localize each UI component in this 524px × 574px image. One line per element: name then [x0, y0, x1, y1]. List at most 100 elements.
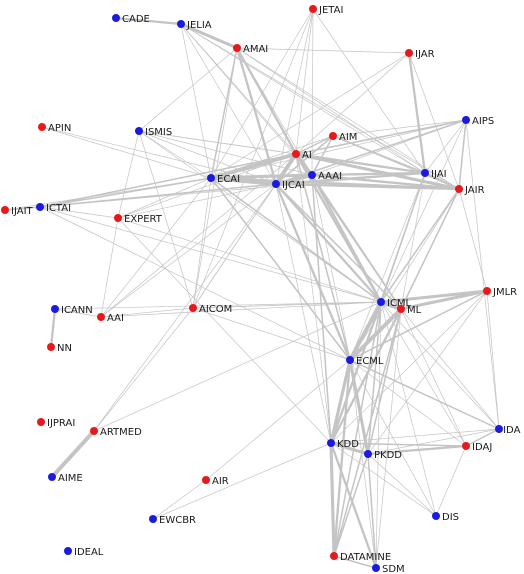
edge-idaj-ida [465, 428, 500, 447]
edge-artmed-icml [93, 301, 382, 432]
edge-jair-ml [400, 188, 460, 310]
node-dis[interactable] [432, 512, 440, 520]
edge-ijar-ecai [210, 52, 410, 179]
node-label-aicom: AICOM [199, 304, 232, 315]
edge-pkdd-ida [367, 428, 500, 455]
node-jelia[interactable] [177, 20, 185, 28]
node-label-datamine: DATAMINE [340, 552, 391, 563]
edge-jmlr-pkdd [367, 290, 488, 455]
node-label-aaai: AAAI [318, 171, 342, 182]
edge-ijait-ictai [4, 206, 41, 211]
edge-kdd-pkdd [329, 441, 370, 456]
edge-ml-idaj [400, 308, 467, 447]
edge-kdd-ida [330, 428, 500, 444]
edge-amai-ijai [236, 47, 426, 174]
edge-ismis-expert [117, 130, 140, 219]
edge-ml-ecml [348, 307, 403, 362]
node-layer [1, 5, 503, 572]
node-aips[interactable] [462, 116, 470, 124]
node-ml[interactable] [397, 305, 405, 313]
edge-jelia-ijcai [180, 23, 277, 185]
label-layer: CADE JELIA JETAI AMAI IJAR APIN ISMIS AIM AIPS AI… [11, 5, 521, 574]
node-aim[interactable] [329, 132, 337, 140]
node-label-ml: ML [407, 305, 422, 316]
node-ictai[interactable] [36, 203, 44, 211]
node-pkdd[interactable] [364, 450, 372, 458]
edge-icml-datamine [333, 301, 382, 557]
edge-kdd-dis [330, 442, 437, 517]
edge-amai-ijar [236, 47, 410, 54]
edge-ai-expert [117, 153, 297, 219]
node-aime[interactable] [48, 473, 56, 481]
node-ai[interactable] [292, 150, 300, 158]
node-idaj[interactable] [462, 442, 470, 450]
edge-jair-ecml [349, 188, 460, 361]
edge-aips-aaai [311, 119, 467, 176]
node-icml[interactable] [377, 298, 385, 306]
node-ijcai[interactable] [272, 180, 280, 188]
node-label-ijai: IJAI [431, 169, 447, 180]
node-jmlr[interactable] [483, 287, 491, 295]
node-ecml[interactable] [346, 356, 354, 364]
node-ewcbr[interactable] [149, 515, 157, 523]
edge-aips-ecai [210, 119, 467, 179]
edge-jetai-aaai [311, 8, 314, 176]
node-label-ida: IDA [503, 425, 520, 436]
edge-icann-icml [54, 301, 382, 310]
edge-jelia-ecai [180, 23, 212, 179]
node-datamine[interactable] [330, 552, 338, 560]
edge-pkdd-datamine [333, 453, 369, 557]
edge-icml-kdd [329, 300, 383, 445]
node-ijprai[interactable] [37, 418, 45, 426]
node-nn[interactable] [47, 343, 55, 351]
node-amai[interactable] [233, 44, 241, 52]
node-label-aips: AIPS [472, 116, 494, 127]
edge-ecai-aai [100, 177, 212, 318]
node-aaai[interactable] [308, 171, 316, 179]
edge-jmlr-ecml [349, 290, 488, 361]
edge-icml-dis [380, 301, 437, 517]
node-air[interactable] [202, 476, 210, 484]
edge-ecml-idaj [349, 359, 467, 447]
edge-ijcai-jair [274, 182, 461, 191]
edge-aips-jair [458, 119, 467, 190]
node-ijai[interactable] [421, 169, 429, 177]
node-label-ictai: ICTAI [46, 203, 71, 214]
node-label-jair: JAIR [464, 185, 485, 196]
node-label-ismis: ISMIS [145, 127, 172, 138]
edge-icml-aai [100, 301, 382, 318]
edge-ijcai-expert [117, 183, 277, 219]
edge-jetai-ijai [312, 8, 426, 174]
edge-icml-ecml [348, 300, 383, 362]
edge-ijai-ecml [349, 172, 426, 361]
node-ismis[interactable] [135, 127, 143, 135]
node-expert[interactable] [114, 214, 122, 222]
edge-ijai-jair [423, 171, 461, 191]
node-label-jetai: JETAI [318, 5, 343, 16]
node-sdm[interactable] [372, 564, 380, 572]
node-aicom[interactable] [189, 304, 197, 312]
edge-ictai-icml [39, 206, 382, 303]
node-icann[interactable] [51, 305, 59, 313]
edge-ai-kdd [295, 153, 332, 444]
node-jetai[interactable] [309, 5, 317, 13]
node-ida[interactable] [495, 425, 503, 433]
node-ijar[interactable] [405, 49, 413, 57]
edge-aips-ijai [424, 119, 467, 174]
edge-amai-jair [236, 47, 460, 190]
node-apin[interactable] [38, 123, 46, 131]
node-label-ai: AI [302, 150, 312, 161]
node-kdd[interactable] [327, 439, 335, 447]
node-ijait[interactable] [1, 206, 9, 214]
node-artmed[interactable] [90, 427, 98, 435]
node-aai[interactable] [97, 313, 105, 321]
node-ideal[interactable] [64, 547, 72, 555]
node-cade[interactable] [112, 14, 120, 22]
node-jair[interactable] [455, 185, 463, 193]
node-label-ijar: IJAR [415, 49, 435, 60]
node-ecai[interactable] [207, 174, 215, 182]
edge-air-ewcbr [152, 479, 207, 520]
edge-jair-icml [380, 188, 460, 303]
edge-ijar-ai [295, 52, 410, 155]
edge-ecml-datamine [332, 358, 352, 558]
